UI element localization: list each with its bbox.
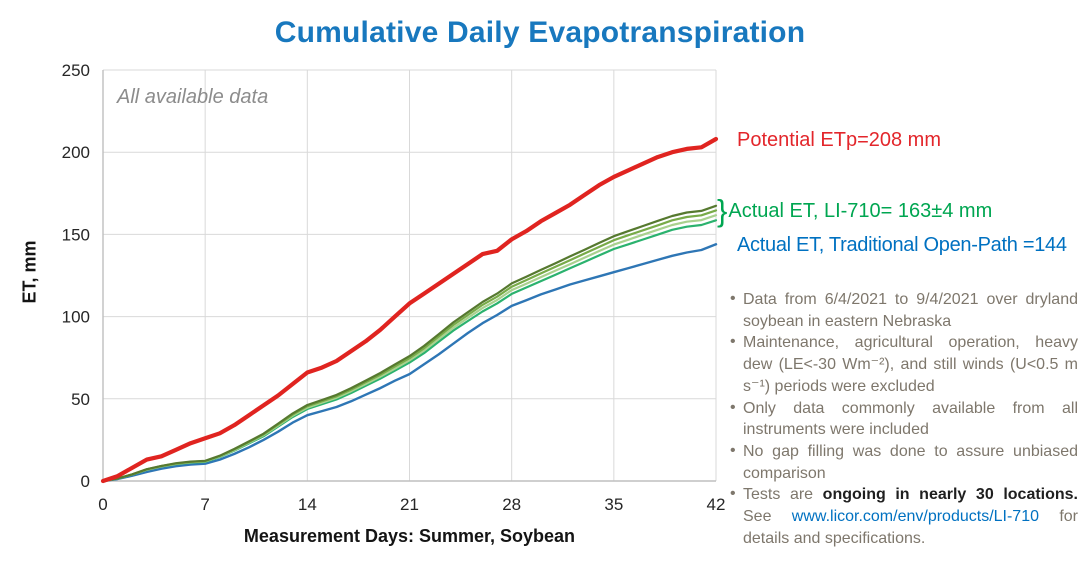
note-text: Only data commonly available from all in… [743,399,1078,439]
note-text: See [743,508,792,526]
note-item: • Only data commonly available from all i… [730,398,1078,441]
y-tick-label: 50 [71,390,90,409]
y-tick-label: 250 [62,61,90,80]
licor-url-link[interactable]: www.licor.com/env/products/LI-710 [791,508,1039,526]
bullet-icon: • [730,333,736,351]
series-line-actual-et-li-710-unit-1 [101,204,718,483]
series-label-li710-group: } Actual ET, LI-710= 163±4 mm [717,193,993,228]
note-item: • Tests are ongoing in nearly 30 location… [730,484,1078,549]
y-axis-title: ET, mm [19,240,40,304]
bullet-icon: • [730,485,736,503]
bullet-icon: • [730,398,736,416]
x-tick-label: 7 [200,495,209,514]
series-label-potential-et: Potential ETp=208 mm [737,129,941,151]
y-tick-label: 0 [81,472,90,491]
brace-icon: } [717,193,728,228]
chart-title: Cumulative Daily Evapotranspiration [274,16,806,49]
note-item: • Data from 6/4/2021 to 9/4/2021 over dry… [730,289,1078,332]
note-item: • No gap filling was done to assure unbia… [730,441,1078,484]
notes-list: • Data from 6/4/2021 to 9/4/2021 over dry… [730,289,1078,549]
note-text: No gap filling was done to assure unbias… [743,442,1078,482]
x-tick-label: 35 [604,495,623,514]
note-text: for details and specifications. [743,508,1078,547]
x-tick-label: 21 [400,495,419,514]
y-tick-label: 150 [62,225,90,244]
bullet-icon: • [730,441,736,459]
series-line-potential-etp [100,136,719,484]
note-item: • Maintenance, agricultural operation, he… [730,332,1078,397]
bullet-icon: • [730,290,736,307]
note-text: ongoing in nearly 30 locations. [822,486,1078,504]
note-text: Maintenance, agricultural operation, hea… [743,334,1078,395]
series-label-li710: Actual ET, LI-710= 163±4 mm [728,199,993,222]
note-text: Tests are [743,486,823,504]
x-axis-title: Measurement Days: Summer, Soybean [243,526,576,546]
y-tick-label: 200 [62,143,90,162]
series-line-actual-et-traditional-open-path [101,243,718,483]
plot-annotation: All available data [117,86,269,108]
x-tick-label: 14 [298,495,317,514]
series-label-open-path: Actual ET, Traditional Open-Path =144 [737,234,1067,256]
note-text: Data from 6/4/2021 to 9/4/2021 over dryl… [743,291,1078,330]
x-tick-label: 42 [707,495,726,514]
x-tick-label: 28 [502,495,521,514]
x-tick-label: 0 [98,495,107,514]
y-tick-label: 100 [62,308,90,327]
